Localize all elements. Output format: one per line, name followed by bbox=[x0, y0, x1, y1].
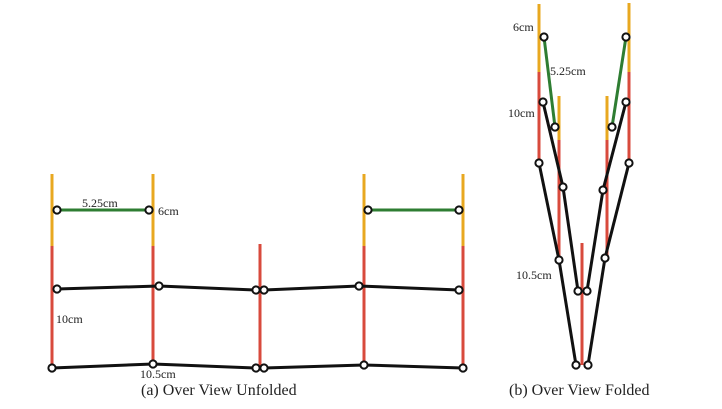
joint bbox=[454, 285, 464, 295]
unfolded-middle-link-3 bbox=[263, 284, 360, 292]
joint bbox=[534, 158, 544, 168]
folded-bottom-link-label: 10.5cm bbox=[516, 268, 552, 282]
unfolded-caption: (a) Over View Unfolded bbox=[141, 382, 297, 399]
unfolded-pole-segment-label: 10cm bbox=[56, 312, 83, 326]
folded-link-left-upper-b bbox=[561, 186, 580, 292]
joint bbox=[52, 284, 62, 294]
joint bbox=[539, 32, 549, 42]
joint bbox=[558, 182, 568, 192]
unfolded-middle-link-2 bbox=[158, 284, 257, 292]
folded-link-right-lower-a bbox=[603, 162, 631, 259]
joint bbox=[624, 158, 634, 168]
joint bbox=[148, 359, 158, 369]
joint bbox=[571, 360, 581, 370]
joint bbox=[550, 122, 560, 132]
joint bbox=[251, 285, 261, 295]
unfolded-bottom-link-label: 10.5cm bbox=[140, 367, 176, 381]
folded-view: 6cm 5.25cm 10cm 10.5cm (b) Over View Fol… bbox=[508, 3, 650, 399]
joint bbox=[251, 363, 261, 373]
unfolded-middle-link-4 bbox=[358, 284, 460, 292]
joint bbox=[144, 205, 154, 215]
joint bbox=[573, 286, 583, 296]
joint bbox=[354, 281, 364, 291]
folded-link-right-lower-b bbox=[586, 257, 607, 366]
unfolded-bottom-link-1 bbox=[51, 362, 154, 370]
joint bbox=[582, 286, 592, 296]
folded-green-length-label: 5.25cm bbox=[550, 64, 586, 78]
unfolded-bottom-link-2 bbox=[152, 362, 257, 370]
joint bbox=[363, 205, 373, 215]
joint bbox=[359, 360, 369, 370]
unfolded-top-segment-label: 6cm bbox=[158, 204, 179, 218]
folded-link-right-upper-a bbox=[601, 101, 628, 191]
folded-link-left-lower-b bbox=[557, 259, 578, 366]
unfolded-middle-link-1 bbox=[56, 284, 160, 291]
folded-caption: (b) Over View Folded bbox=[509, 382, 650, 399]
folded-green-link-left bbox=[542, 36, 557, 128]
joint bbox=[621, 32, 631, 42]
joint bbox=[621, 97, 631, 107]
joint bbox=[583, 360, 593, 370]
unfolded-view: 5.25cm 6cm 10cm 10.5cm (a) Over View Unf… bbox=[47, 174, 468, 399]
joint bbox=[52, 205, 62, 215]
unfolded-bottom-link-4 bbox=[363, 363, 464, 370]
unfolded-joints bbox=[47, 205, 468, 373]
unfolded-green-length-label: 5.25cm bbox=[82, 196, 118, 210]
joint bbox=[554, 255, 564, 265]
joint bbox=[259, 285, 269, 295]
joint bbox=[598, 185, 608, 195]
joint bbox=[458, 363, 468, 373]
folded-joints bbox=[534, 32, 634, 370]
joint bbox=[454, 205, 464, 215]
joint bbox=[259, 363, 269, 373]
folded-top-segment-label: 6cm bbox=[513, 20, 534, 34]
folded-link-left-upper-a bbox=[541, 101, 565, 188]
folded-link-left-lower-a bbox=[537, 162, 561, 261]
joint bbox=[154, 281, 164, 291]
joint bbox=[607, 122, 617, 132]
joint bbox=[538, 97, 548, 107]
unfolded-bottom-link-3 bbox=[263, 363, 365, 370]
joint bbox=[600, 253, 610, 263]
joint bbox=[47, 363, 57, 373]
folded-pole-segment-label: 10cm bbox=[508, 106, 535, 120]
folded-green-link-right bbox=[610, 36, 628, 128]
folded-link-right-upper-b bbox=[585, 189, 605, 292]
